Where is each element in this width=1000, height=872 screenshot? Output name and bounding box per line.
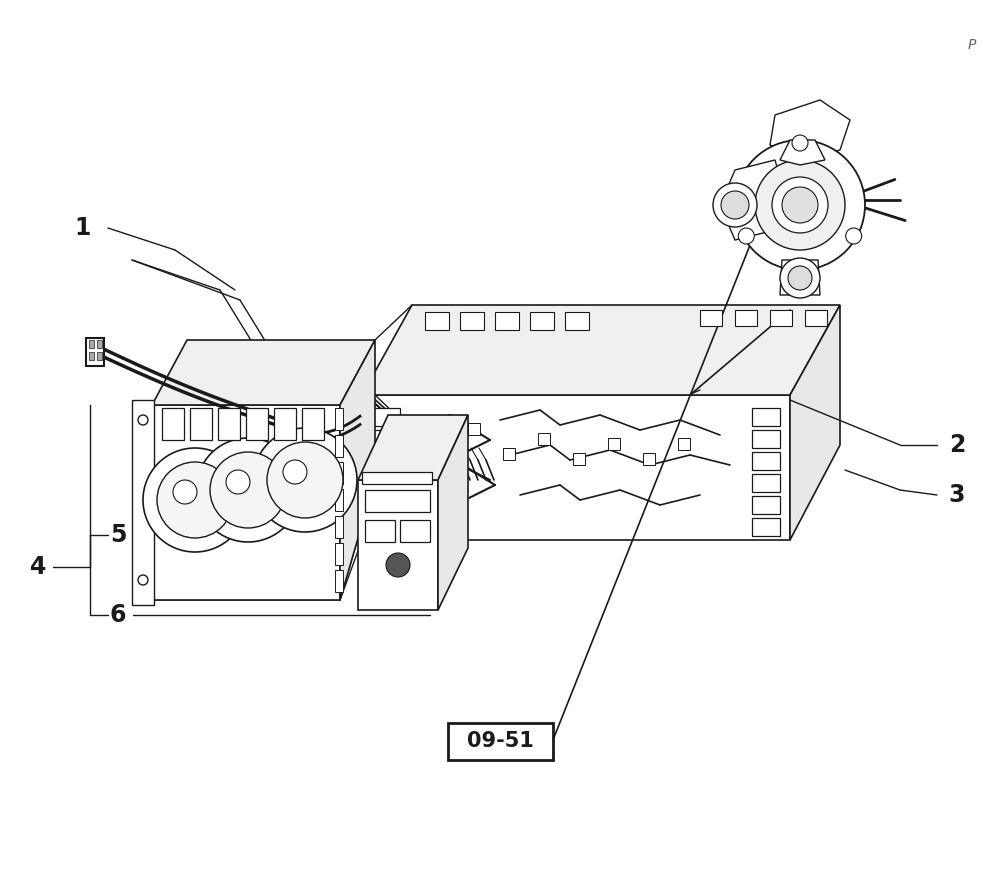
Bar: [372, 496, 400, 514]
Circle shape: [846, 228, 862, 244]
Polygon shape: [790, 305, 840, 540]
Text: 4: 4: [30, 555, 46, 579]
Circle shape: [138, 415, 148, 425]
Bar: [530, 312, 554, 330]
Polygon shape: [152, 340, 375, 405]
Text: P: P: [968, 38, 976, 52]
Text: 2: 2: [949, 433, 965, 457]
Bar: [335, 435, 343, 457]
Polygon shape: [720, 160, 785, 240]
Circle shape: [173, 480, 197, 504]
Circle shape: [780, 258, 820, 298]
Bar: [89, 352, 94, 360]
Circle shape: [143, 448, 247, 552]
Polygon shape: [362, 395, 790, 540]
Bar: [302, 408, 324, 440]
Circle shape: [253, 428, 357, 532]
Bar: [565, 312, 589, 330]
Bar: [190, 408, 212, 440]
Polygon shape: [438, 415, 468, 610]
Polygon shape: [362, 305, 840, 395]
Polygon shape: [152, 405, 340, 600]
Bar: [752, 430, 780, 448]
Bar: [752, 452, 780, 470]
Bar: [372, 474, 400, 492]
Circle shape: [792, 135, 808, 151]
Bar: [335, 462, 343, 484]
Circle shape: [738, 228, 754, 244]
Bar: [752, 496, 780, 514]
Bar: [365, 520, 395, 542]
Circle shape: [735, 140, 865, 270]
Bar: [643, 453, 655, 465]
Polygon shape: [358, 415, 468, 480]
Text: 09-51: 09-51: [467, 732, 533, 751]
Bar: [608, 438, 620, 450]
Bar: [425, 312, 449, 330]
Bar: [770, 310, 792, 326]
Polygon shape: [358, 480, 438, 610]
Bar: [132, 400, 154, 605]
Bar: [460, 312, 484, 330]
Circle shape: [713, 183, 757, 227]
Bar: [365, 490, 430, 512]
Bar: [372, 518, 400, 536]
Bar: [89, 340, 94, 348]
Bar: [372, 408, 400, 426]
Bar: [274, 408, 296, 440]
Bar: [752, 474, 780, 492]
Bar: [805, 310, 827, 326]
Circle shape: [196, 438, 300, 542]
Text: 5: 5: [110, 523, 126, 547]
Circle shape: [283, 460, 307, 484]
Text: 3: 3: [949, 483, 965, 507]
Bar: [335, 516, 343, 538]
Circle shape: [721, 191, 749, 219]
Circle shape: [138, 575, 148, 585]
Bar: [448, 723, 552, 760]
Bar: [86, 338, 104, 366]
Bar: [752, 408, 780, 426]
Bar: [335, 543, 343, 565]
Bar: [372, 452, 400, 470]
Bar: [362, 472, 432, 484]
Bar: [503, 448, 515, 460]
Circle shape: [782, 187, 818, 223]
Circle shape: [226, 470, 250, 494]
Circle shape: [157, 462, 233, 538]
Circle shape: [788, 266, 812, 290]
Bar: [735, 310, 757, 326]
Bar: [335, 408, 343, 430]
Bar: [495, 312, 519, 330]
Polygon shape: [780, 140, 825, 165]
Bar: [573, 453, 585, 465]
Polygon shape: [340, 340, 375, 600]
Bar: [162, 408, 184, 440]
Bar: [97, 352, 102, 360]
Text: 1: 1: [75, 216, 91, 240]
Polygon shape: [770, 100, 850, 160]
Bar: [400, 520, 430, 542]
Bar: [538, 433, 550, 445]
Bar: [335, 570, 343, 592]
Circle shape: [267, 442, 343, 518]
Bar: [97, 340, 102, 348]
Bar: [468, 423, 480, 435]
Text: 6: 6: [110, 603, 126, 627]
Circle shape: [210, 452, 286, 528]
Polygon shape: [152, 480, 375, 600]
Circle shape: [755, 160, 845, 250]
Polygon shape: [780, 260, 820, 295]
Bar: [218, 408, 240, 440]
Bar: [752, 518, 780, 536]
Bar: [678, 438, 690, 450]
Circle shape: [772, 177, 828, 233]
Circle shape: [386, 553, 410, 577]
Bar: [335, 489, 343, 511]
Bar: [372, 430, 400, 448]
Bar: [700, 310, 722, 326]
Bar: [246, 408, 268, 440]
